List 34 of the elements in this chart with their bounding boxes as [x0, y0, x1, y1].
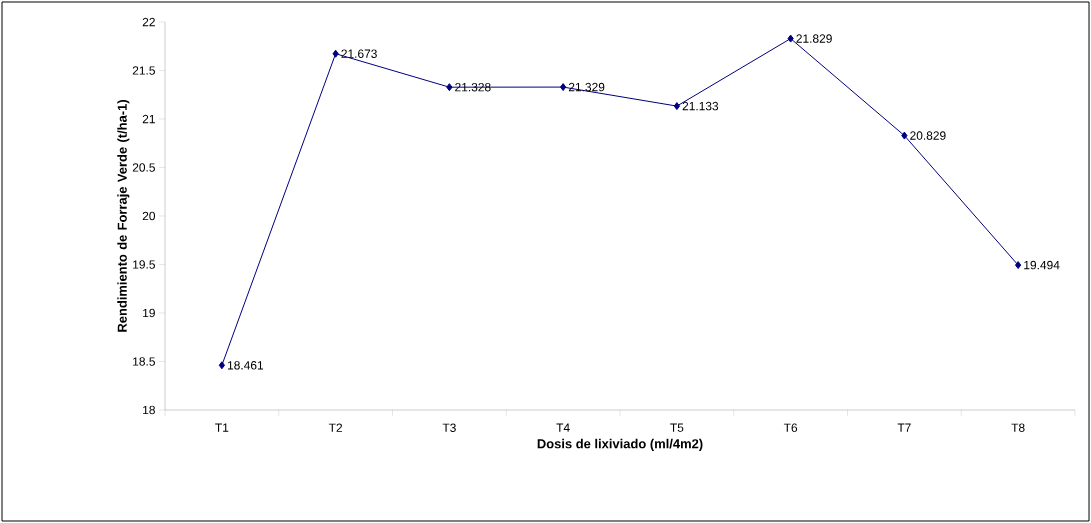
point: [332, 49, 339, 58]
x-tick-label: T6: [783, 423, 798, 432]
x-tick-label: T1: [215, 423, 229, 432]
point: [673, 102, 680, 111]
y-tick-label: 19.5: [133, 260, 155, 269]
y-tick-label: 21.5: [132, 66, 155, 75]
y-tick-label: 22: [142, 17, 155, 27]
y-tick-label: 21: [142, 114, 155, 124]
y-tick-label: 20: [142, 211, 156, 221]
y-tick-label: 20.5: [132, 163, 155, 172]
x-tick-label: T7: [897, 423, 911, 432]
point: [1015, 261, 1022, 270]
x-tick-label: T3: [442, 423, 456, 432]
point: [218, 361, 225, 370]
x-tick-label: T2: [328, 423, 342, 432]
data-label: 21.829: [796, 34, 832, 43]
data-label: 21.329: [568, 82, 605, 92]
data-label: 21.673: [341, 49, 377, 58]
y-tick-label: 19: [143, 308, 155, 318]
data-label: 18.461: [227, 361, 264, 370]
data-label: 19.494: [1024, 260, 1060, 270]
data-label: 20.829: [910, 131, 946, 140]
x-tick-label: T8: [1011, 423, 1025, 432]
point: [446, 83, 453, 92]
point: [901, 131, 908, 140]
x-tick-label: T5: [670, 423, 684, 432]
y-tick-label: 18: [143, 405, 155, 415]
y-axis-title: Rendimiento de Forraje Verde (t/ha-1): [117, 100, 130, 332]
y-tick-label: 18.5: [133, 357, 155, 366]
x-axis-title: Dosis de lixiviado (ml/4m2): [537, 438, 703, 451]
point: [787, 34, 794, 43]
data-label: 21.133: [682, 101, 719, 111]
point: [560, 83, 567, 92]
x-tick-label: T4: [556, 423, 570, 432]
